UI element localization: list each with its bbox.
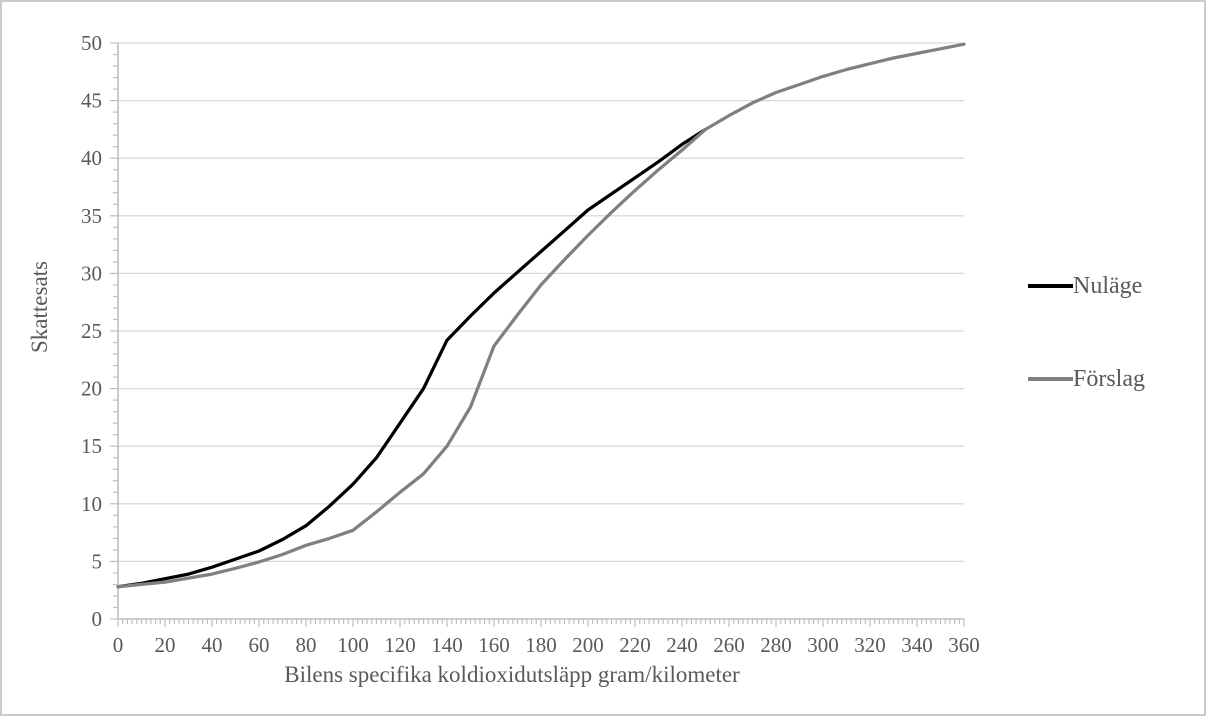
forslag-line-swatch xyxy=(1028,377,1073,381)
x-tick-label: 160 xyxy=(478,633,510,657)
x-tick-label: 140 xyxy=(431,633,463,657)
y-tick-label: 0 xyxy=(92,607,103,631)
y-tick-label: 45 xyxy=(81,89,102,113)
x-tick-label: 300 xyxy=(807,633,839,657)
x-tick-label: 40 xyxy=(202,633,223,657)
x-tick-label: 260 xyxy=(713,633,745,657)
x-tick-label: 360 xyxy=(948,633,980,657)
x-tick-label: 0 xyxy=(113,633,124,657)
x-tick-label: 280 xyxy=(760,633,792,657)
y-axis-title: Skattesats xyxy=(27,261,52,353)
y-tick-label: 30 xyxy=(81,261,102,285)
y-tick-label: 15 xyxy=(81,434,102,458)
x-tick-label: 220 xyxy=(619,633,651,657)
x-tick-label: 320 xyxy=(854,633,886,657)
y-tick-label: 40 xyxy=(81,146,102,170)
x-tick-label: 80 xyxy=(296,633,317,657)
legend-item-nulage: Nuläge xyxy=(1028,270,1142,302)
x-tick-label: 180 xyxy=(525,633,557,657)
y-tick-label: 25 xyxy=(81,319,102,343)
y-tick-label: 35 xyxy=(81,204,102,228)
x-tick-label: 120 xyxy=(384,633,416,657)
legend-label-forslag: Förslag xyxy=(1073,365,1145,392)
x-axis-title: Bilens specifika koldioxidutsläpp gram/k… xyxy=(284,662,740,687)
x-tick-label: 20 xyxy=(155,633,176,657)
y-tick-label: 50 xyxy=(81,31,102,55)
y-tick-label: 5 xyxy=(92,549,103,573)
legend-label-nulage: Nuläge xyxy=(1073,272,1143,299)
x-tick-label: 200 xyxy=(572,633,604,657)
nulage-line-swatch xyxy=(1028,284,1073,288)
x-tick-label: 240 xyxy=(666,633,698,657)
x-tick-label: 60 xyxy=(249,633,270,657)
series-line-nulge xyxy=(116,127,708,589)
y-tick-label: 20 xyxy=(81,377,102,401)
series-line-frslag xyxy=(116,42,966,589)
x-tick-label: 100 xyxy=(337,633,369,657)
y-tick-label: 10 xyxy=(81,492,102,516)
x-tick-label: 340 xyxy=(901,633,933,657)
legend-item-forslag: Förslag xyxy=(1028,363,1145,395)
